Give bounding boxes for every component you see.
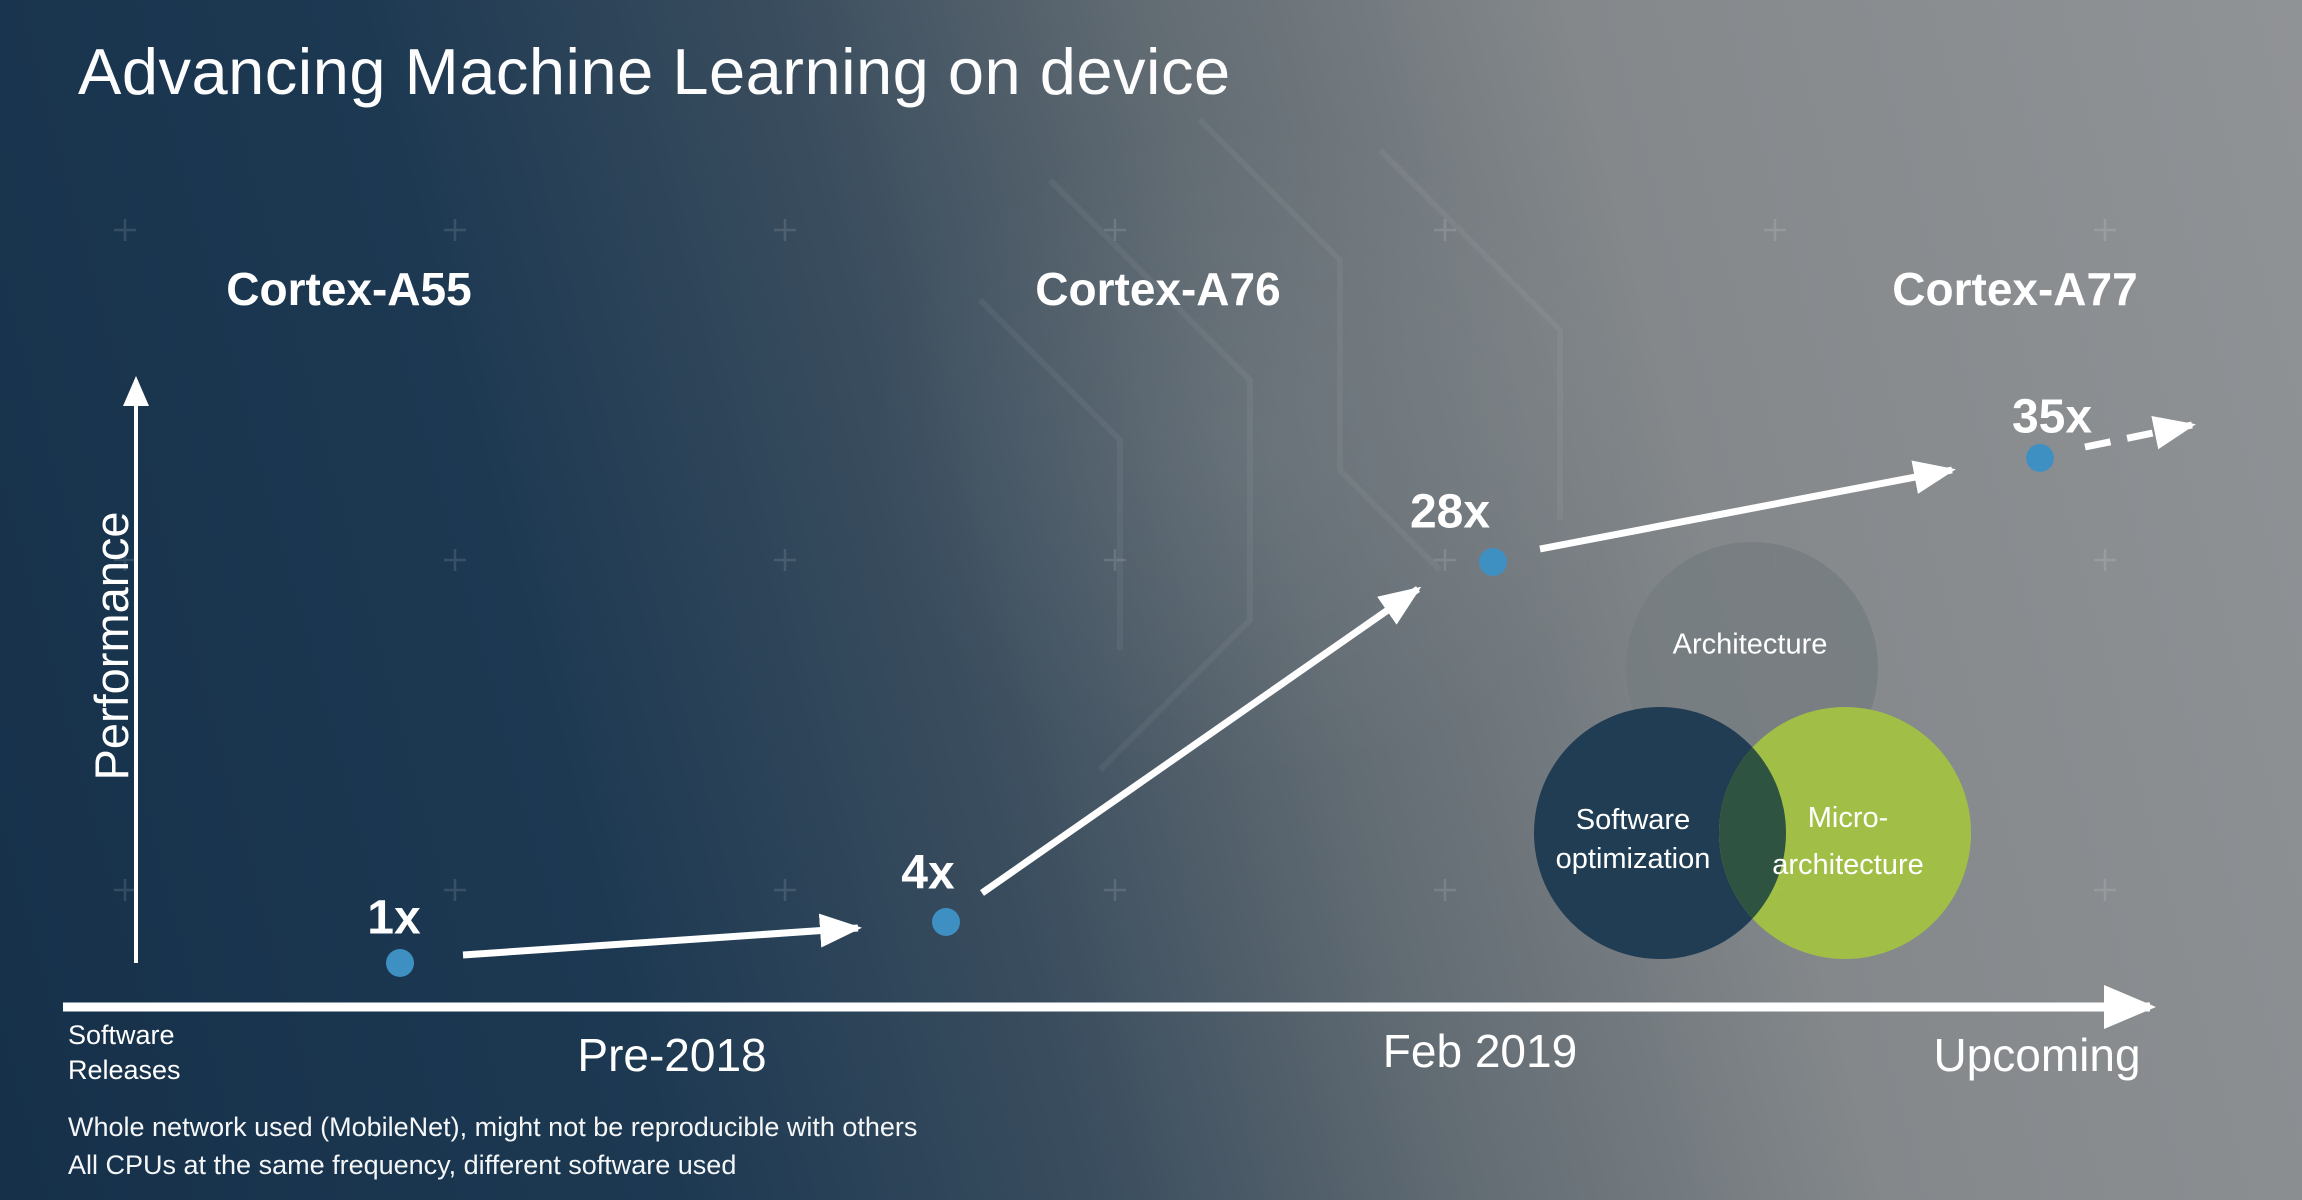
- x-tick-feb-2019: Feb 2019: [1382, 1025, 1578, 1077]
- cpu-label-cortex-a76: Cortex-A76: [1035, 263, 1281, 315]
- venn-micro-circle: [1719, 707, 1971, 959]
- cpu-label-cortex-a55: Cortex-A55: [226, 263, 472, 315]
- point-label-1x: 1x: [367, 891, 421, 945]
- point-label-4x: 4x: [901, 846, 955, 900]
- data-point-35x: [2026, 444, 2054, 472]
- venn-label-micro-architecture: Micro- architecture: [1772, 802, 1924, 881]
- data-point-28x: [1479, 548, 1507, 576]
- page-title: Advancing Machine Learning on device: [78, 35, 1231, 108]
- venn-label-software-optimization: Software optimization: [1555, 804, 1711, 875]
- point-label-28x: 28x: [1409, 485, 1491, 539]
- cpu-label-cortex-a77: Cortex-A77: [1892, 263, 2138, 315]
- data-point-1x: [386, 949, 414, 977]
- point-label-35x: 35x: [2011, 390, 2093, 444]
- trend-arrow-3: [1539, 460, 1956, 553]
- y-axis-label: Performance: [85, 511, 138, 781]
- future-dashed-arrow: [2084, 416, 2196, 451]
- circuit-texture: [977, 117, 1563, 773]
- venn-software-circle: [1534, 707, 1786, 959]
- footnote-line-1: Whole network used (MobileNet), might no…: [68, 1112, 918, 1142]
- trend-arrow-1: [462, 913, 862, 959]
- trend-arrow-2: [979, 586, 1422, 896]
- footnote-line-2: All CPUs at the same frequency, differen…: [68, 1150, 737, 1180]
- data-point-4x: [932, 908, 960, 936]
- x-axis-label: Software Releases: [68, 1020, 181, 1085]
- x-tick-pre-2018: Pre-2018: [577, 1029, 767, 1081]
- x-tick-upcoming: Upcoming: [1933, 1029, 2141, 1081]
- venn-label-architecture: Architecture: [1672, 628, 1828, 661]
